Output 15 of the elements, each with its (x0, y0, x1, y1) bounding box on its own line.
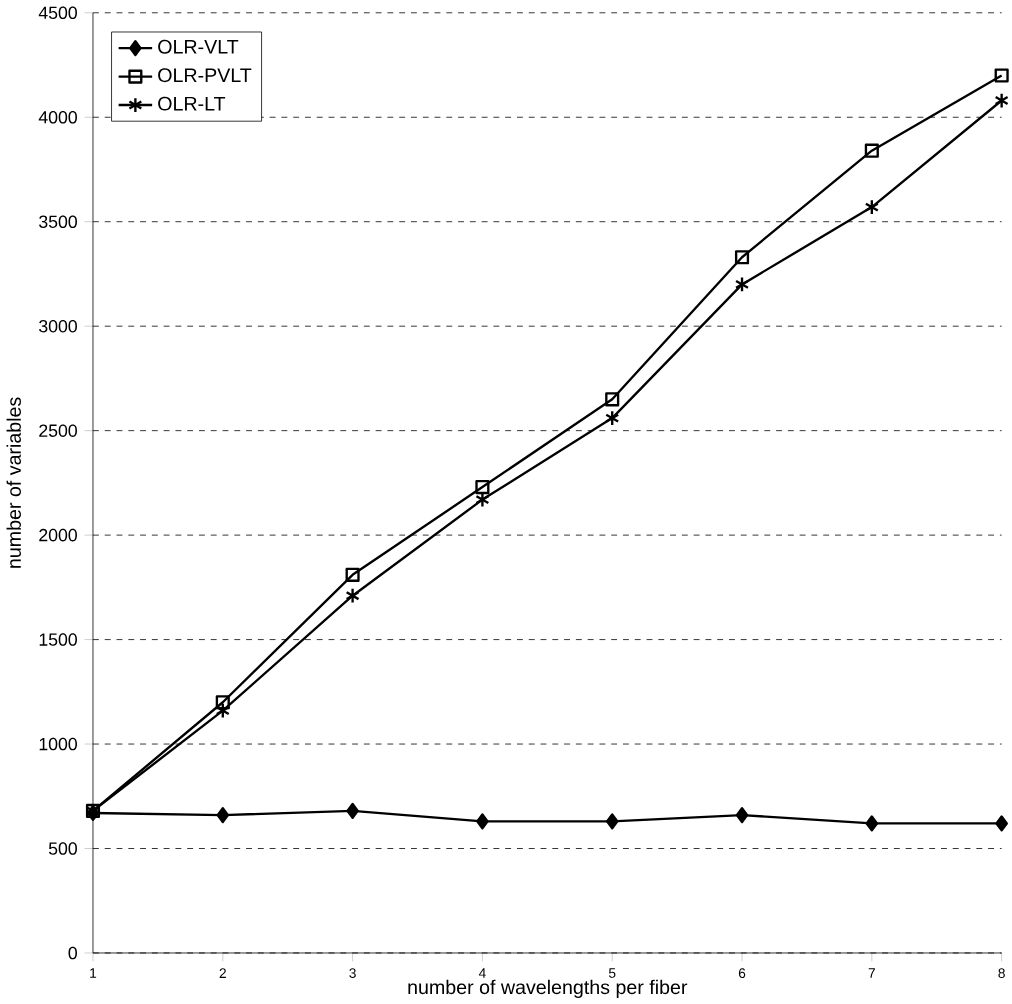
y-axis-title: number of variables (6, 397, 21, 568)
y-tick-label: 500 (48, 841, 77, 855)
y-tick-label: 4000 (38, 110, 77, 124)
legend-label: OLR-PVLT (158, 67, 252, 82)
y-tick-label: 0 (68, 946, 77, 959)
y-tick-label: 2000 (39, 528, 77, 542)
y-tick-label: 3500 (39, 215, 77, 228)
x-axis-title: number of wavelengths per fiber (408, 979, 688, 998)
y-tick-label: 1500 (39, 633, 77, 646)
y-tick-label: 1000 (39, 737, 77, 751)
y-tick-label: 3000 (39, 319, 77, 333)
legend-label: OLR-LT (158, 96, 226, 111)
legend-label: OLR-VLT (158, 39, 239, 54)
y-tick-label: 2500 (39, 424, 77, 437)
y-tick-label: 4500 (38, 6, 77, 19)
